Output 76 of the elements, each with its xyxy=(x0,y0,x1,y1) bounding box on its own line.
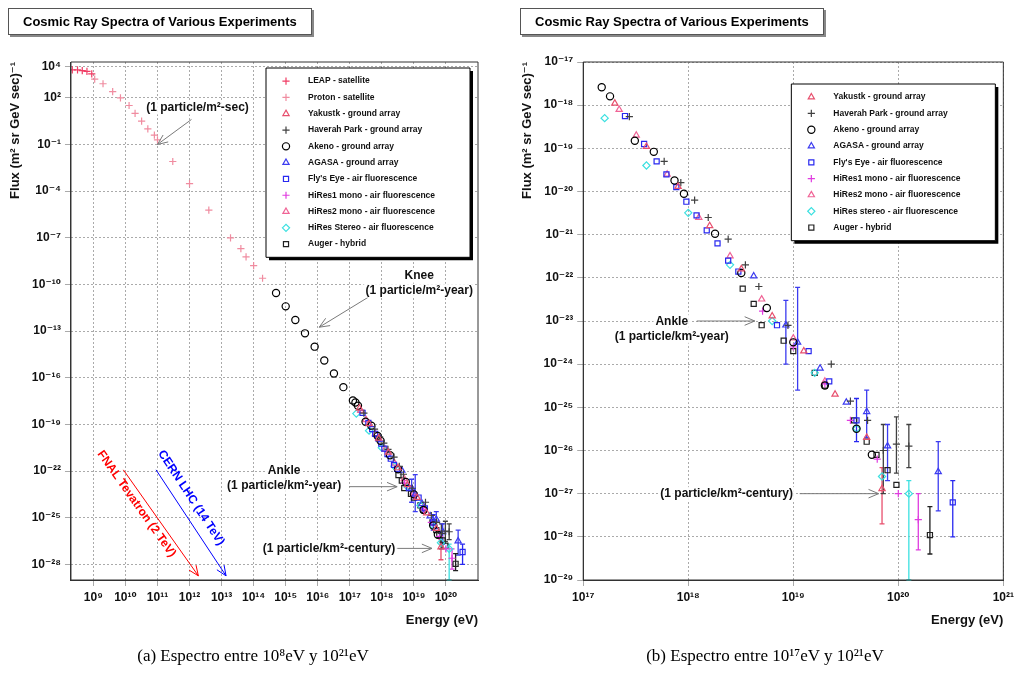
legend-label: AGASA - ground array xyxy=(833,140,924,151)
x-tick-label: 10²⁰ xyxy=(434,589,458,604)
x-tick-label: 10⁹ xyxy=(83,589,103,604)
y-tick-label: 10⁻²⁵ xyxy=(543,399,574,414)
y-tick-label: 10⁻²⁶ xyxy=(544,442,574,457)
y-tick-label: 10⁻²³ xyxy=(545,313,574,328)
x-tick-label: 10¹⁹ xyxy=(402,589,426,604)
annotation: Ankle (1 particle/km²-year) xyxy=(227,463,342,493)
legend-label: Yakustk - ground array xyxy=(308,108,401,119)
annotation: Knee (1 particle/m²-year) xyxy=(365,268,473,298)
y-tick-label: 10² xyxy=(43,90,61,105)
legend-label: HiRes1 mono - air fluorescence xyxy=(833,172,961,183)
y-tick-label: 10⁻¹ xyxy=(37,136,61,151)
legend-label: Yakustk - ground array xyxy=(833,91,926,102)
legend-label: Auger - hybrid xyxy=(833,221,892,232)
y-tick-label: 10⁻¹⁶ xyxy=(31,370,61,385)
annotation: (1 particle/km²-century) xyxy=(262,540,396,555)
x-tick-label: 10¹⁷ xyxy=(572,589,595,604)
legend-label: Akeno - ground array xyxy=(833,124,920,135)
legend-label: HiRes Stereo - air fluorescence xyxy=(308,222,434,233)
y-tick-label: 10⁻¹³ xyxy=(33,323,61,338)
x-tick-label: 10¹⁶ xyxy=(306,589,330,604)
legend-label: HiRes1 mono - air fluorescence xyxy=(308,189,436,200)
y-tick-label: 10⁴ xyxy=(41,59,62,73)
chart-title: Cosmic Ray Spectra of Various Experiments xyxy=(520,8,824,35)
y-tick-label: 10⁻¹⁰ xyxy=(32,276,61,291)
y-tick-label: 10⁻²² xyxy=(545,270,574,285)
x-tick-label: 10¹⁹ xyxy=(781,589,805,604)
x-tick-label: 10¹⁰ xyxy=(114,589,137,604)
legend-label: Fly's Eye - air fluorescence xyxy=(308,173,418,184)
x-tick-label: 10¹⁵ xyxy=(274,589,298,604)
y-tick-label: 10⁻¹⁹ xyxy=(31,416,61,431)
y-tick-label: 10⁻²⁵ xyxy=(31,510,61,525)
x-tick-label: 10¹⁷ xyxy=(338,589,361,604)
y-tick-label: 10⁻²⁷ xyxy=(544,485,574,500)
legend-label: LEAP - satellite xyxy=(308,75,370,86)
y-axis-title: Flux (m² sr GeV sec)⁻¹ xyxy=(7,62,23,199)
x-tick-label: 10¹² xyxy=(178,589,201,604)
legend-label: Akeno - ground array xyxy=(308,140,395,151)
chart-title: Cosmic Ray Spectra of Various Experiments xyxy=(8,8,312,35)
x-tick-label: 10¹¹ xyxy=(146,589,169,604)
annotation: Ankle (1 particle/km²-year) xyxy=(614,313,729,343)
y-tick-label: 10⁻⁴ xyxy=(35,183,62,198)
annotation: (1 particle/km²-century) xyxy=(660,485,794,500)
legend-label: AGASA - ground array xyxy=(308,156,399,167)
legend-label: HiRes2 mono - air fluorescence xyxy=(833,189,961,200)
legend-label: Haverah Park - ground array xyxy=(308,124,423,135)
annotation: (1 particle/m²-sec) xyxy=(146,99,249,114)
y-tick-label: 10⁻¹⁹ xyxy=(543,140,574,155)
legend-label: HiRes2 mono - air fluorescence xyxy=(308,205,436,216)
x-tick-label: 10²¹ xyxy=(992,589,1014,604)
text: (a) Espectro entre 10⁸eV y 10²¹eV xyxy=(136,646,370,666)
y-tick-label: 10⁻¹⁸ xyxy=(543,97,574,112)
y-tick-label: 10⁻²⁹ xyxy=(543,572,574,587)
x-tick-label: 10¹³ xyxy=(210,589,233,604)
x-axis-title: Energy (eV) xyxy=(405,611,478,627)
y-tick-label: 10⁻²⁰ xyxy=(544,183,574,198)
x-tick-label: 10¹⁸ xyxy=(676,589,700,604)
y-tick-label: 10⁻²⁸ xyxy=(31,556,61,571)
y-axis-title: Flux (m² sr GeV sec)⁻¹ xyxy=(519,62,535,199)
legend-label: Proton - satellite xyxy=(308,91,375,102)
x-axis-title: Energy (eV) xyxy=(931,611,1004,627)
text: (b) Espectro entre 10¹⁷eV y 10²¹eV xyxy=(645,646,885,666)
y-tick-label: 10⁻⁷ xyxy=(36,230,62,245)
legend-label: Fly's Eye - air fluorescence xyxy=(833,156,943,167)
y-tick-label: 10⁻²² xyxy=(33,463,61,478)
x-tick-label: 10¹⁸ xyxy=(370,589,394,604)
x-tick-label: 10¹⁴ xyxy=(242,589,266,604)
x-tick-label: 10²⁰ xyxy=(887,589,910,604)
y-tick-label: 10⁻¹⁷ xyxy=(544,54,574,69)
y-tick-label: 10⁻²¹ xyxy=(545,226,574,241)
y-tick-label: 10⁻²⁴ xyxy=(543,356,574,371)
legend-label: Haverah Park - ground array xyxy=(833,107,948,118)
legend-label: Auger - hybrid xyxy=(308,238,367,249)
y-tick-label: 10⁻²⁸ xyxy=(543,529,574,544)
legend-label: HiRes stereo - air fluorescence xyxy=(833,205,959,216)
